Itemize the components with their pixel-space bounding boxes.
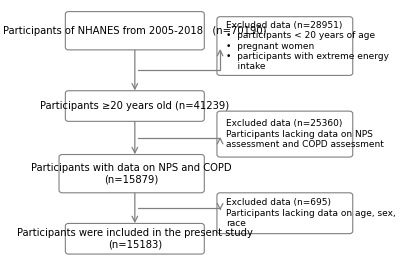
Text: Participants with data on NPS and COPD
(n=15879): Participants with data on NPS and COPD (… [31, 163, 232, 184]
Text: Participants of NHANES from 2005-2018   (n=70190): Participants of NHANES from 2005-2018 (n… [3, 26, 266, 36]
FancyBboxPatch shape [217, 193, 353, 234]
Text: Excluded data (n=695)
Participants lacking data on age, sex,
race: Excluded data (n=695) Participants lacki… [226, 198, 396, 228]
Text: Excluded data (n=25360)
Participants lacking data on NPS
assessment and COPD ass: Excluded data (n=25360) Participants lac… [226, 119, 384, 149]
FancyBboxPatch shape [65, 12, 204, 50]
FancyBboxPatch shape [217, 111, 353, 157]
Text: Participants were included in the present study
(n=15183): Participants were included in the presen… [17, 228, 253, 249]
FancyBboxPatch shape [59, 155, 204, 193]
Text: Participants ≥20 years old (n=41239): Participants ≥20 years old (n=41239) [40, 101, 229, 111]
Text: Excluded data (n=28951)
•  participants < 20 years of age
•  pregnant women
•  p: Excluded data (n=28951) • participants <… [226, 21, 390, 71]
FancyBboxPatch shape [65, 91, 204, 121]
FancyBboxPatch shape [217, 17, 353, 75]
FancyBboxPatch shape [65, 223, 204, 254]
